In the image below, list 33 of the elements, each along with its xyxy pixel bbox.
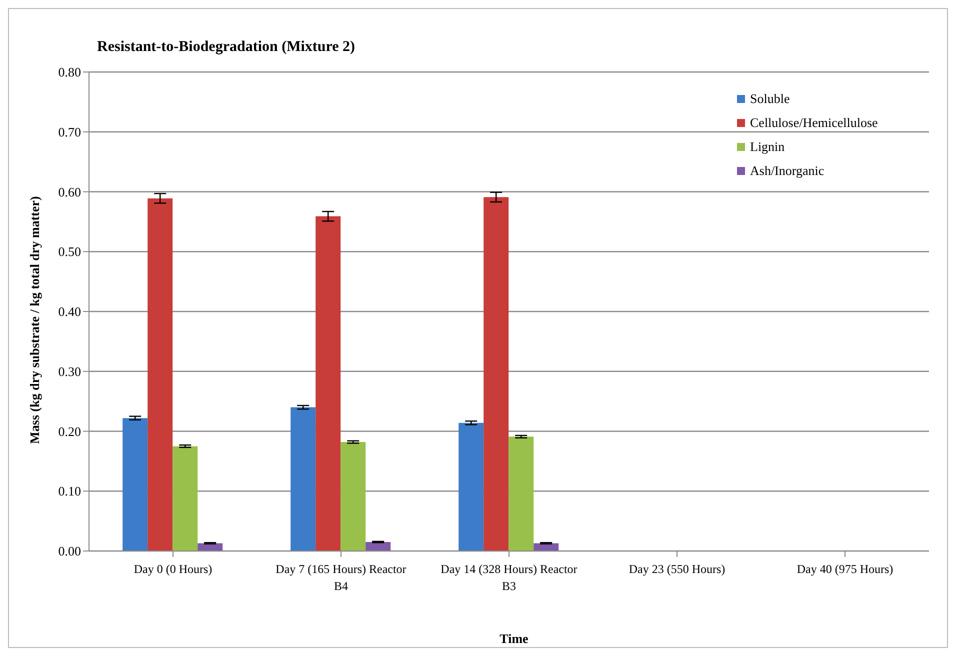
y-tick-label: 0.20 — [58, 424, 81, 439]
x-tick-label: Day 40 (975 Hours) — [796, 562, 894, 576]
legend-label: Cellulose/Hemicellulose — [750, 114, 878, 132]
y-tick-label: 0.80 — [58, 64, 81, 80]
bar — [534, 543, 559, 551]
bar — [484, 197, 509, 551]
x-tick-label: Day 23 (550 Hours) — [628, 562, 726, 576]
bar — [290, 407, 316, 551]
y-tick-label: 0.00 — [58, 544, 81, 559]
bar — [172, 446, 198, 551]
bar — [122, 418, 148, 551]
bar — [508, 436, 534, 551]
y-tick-label: 0.50 — [58, 244, 81, 260]
y-tick-label: 0.40 — [58, 304, 81, 320]
x-tick-label: Day 7 (165 Hours) Reactor B4 — [276, 562, 406, 593]
legend-label: Soluble — [750, 90, 790, 108]
bar — [458, 422, 484, 551]
bar — [148, 198, 173, 551]
x-tick-label: Day 14 (328 Hours) Reactor B3 — [440, 562, 578, 593]
y-tick-label: 0.10 — [58, 484, 81, 499]
y-tick-label: 0.60 — [58, 184, 81, 200]
legend-label: Lignin — [750, 138, 785, 156]
bar — [198, 543, 223, 551]
bar — [340, 442, 366, 551]
y-tick-label: 0.70 — [58, 124, 81, 140]
x-axis-title: Time — [500, 631, 528, 647]
chart-title: Resistant-to-Biodegradation (Mixture 2) — [97, 39, 356, 56]
y-axis-title: Mass (kg dry substrate / kg total dry matter) — [27, 196, 43, 444]
x-tick-label: Day 0 (0 Hours) — [134, 562, 212, 576]
bar — [366, 542, 391, 551]
legend-label: Ash/Inorganic — [750, 162, 824, 180]
bar — [316, 216, 341, 551]
y-tick-label: 0.30 — [58, 364, 81, 379]
